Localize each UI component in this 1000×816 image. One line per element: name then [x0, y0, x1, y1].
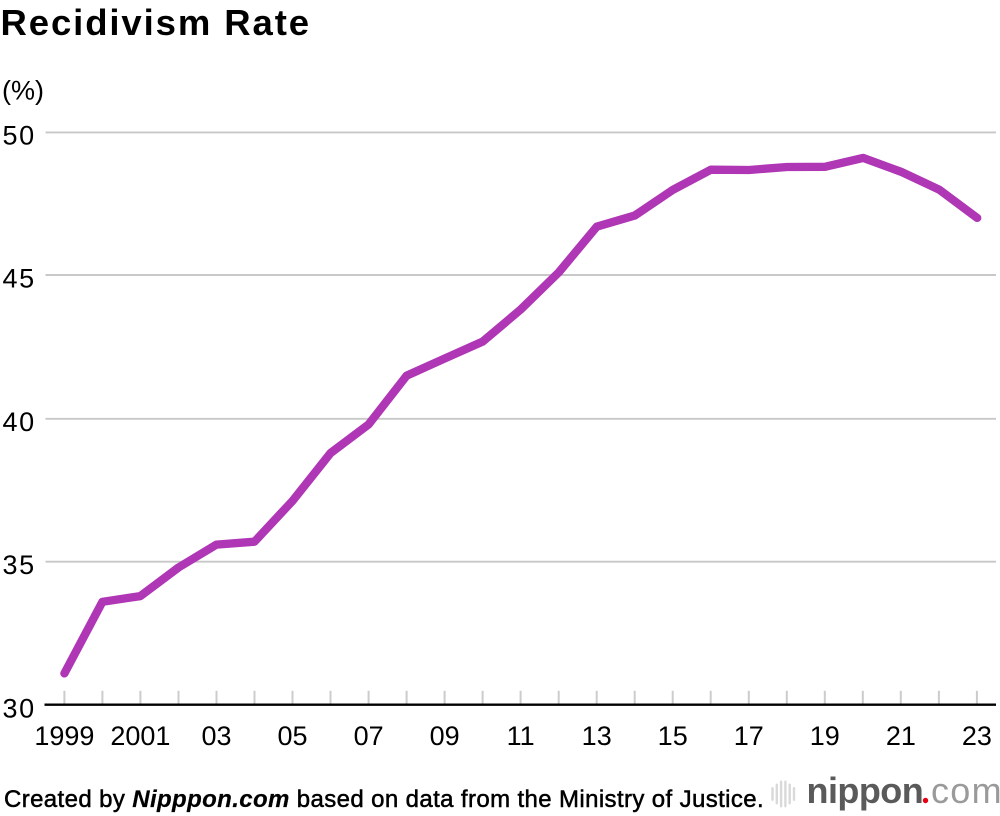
svg-text:03: 03: [201, 721, 231, 751]
svg-text:1999: 1999: [34, 721, 94, 751]
svg-text:05: 05: [277, 721, 307, 751]
svg-text:Created by Nipppon.com based o: Created by Nipppon.com based on data fro…: [4, 786, 764, 813]
svg-text:11: 11: [507, 721, 535, 751]
svg-text:07: 07: [354, 721, 384, 751]
svg-text:17: 17: [734, 721, 764, 751]
svg-text:Recidivism Rate: Recidivism Rate: [1, 2, 311, 43]
svg-text:09: 09: [430, 721, 460, 751]
svg-text:com: com: [931, 770, 1000, 811]
svg-text:21: 21: [886, 721, 916, 751]
svg-text:nippon: nippon: [807, 770, 924, 811]
svg-text:19: 19: [810, 721, 840, 751]
svg-text:50: 50: [3, 121, 36, 151]
svg-text:15: 15: [658, 721, 688, 751]
svg-text:40: 40: [3, 407, 36, 437]
svg-text:13: 13: [582, 721, 612, 751]
svg-text:45: 45: [3, 263, 36, 293]
svg-text:(%): (%): [2, 76, 44, 106]
svg-text:2001: 2001: [110, 721, 170, 751]
svg-text:35: 35: [3, 550, 36, 580]
svg-text:30: 30: [3, 693, 36, 723]
svg-text:23: 23: [962, 721, 992, 751]
